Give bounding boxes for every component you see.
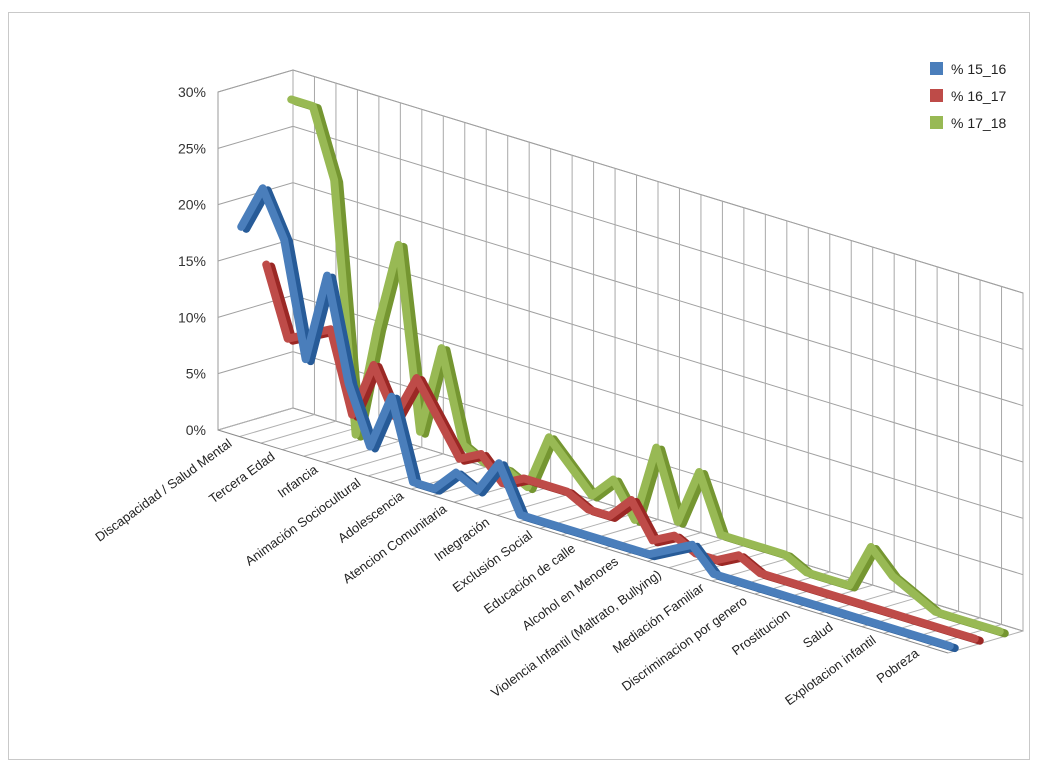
- y-tick-label: 20%: [178, 197, 206, 213]
- legend-label: % 15_16: [951, 61, 1006, 77]
- chart-frame: [8, 12, 1030, 760]
- floor-line: [282, 427, 358, 451]
- y-tick-label: 5%: [186, 366, 206, 382]
- y-tick-label: 25%: [178, 140, 206, 156]
- chart-legend: % 15_16 % 16_17 % 17_18: [930, 61, 1006, 131]
- y-tick-label: 15%: [178, 253, 206, 269]
- legend-swatch: [930, 89, 943, 102]
- legend-label: % 17_18: [951, 115, 1006, 131]
- floor-line: [496, 492, 573, 516]
- floor-line: [325, 440, 401, 464]
- x-axis-line: [217, 429, 949, 654]
- series-line: [262, 260, 979, 643]
- floor-line: [389, 459, 465, 483]
- y-tick-label: 0%: [186, 422, 206, 438]
- x-tick-label: Infancia: [275, 461, 321, 500]
- legend-label: % 16_17: [951, 88, 1006, 104]
- legend-swatch: [930, 116, 943, 129]
- y-tick-label: 10%: [178, 309, 206, 325]
- x-tick-label: Pobreza: [874, 645, 923, 686]
- legend-swatch: [930, 62, 943, 75]
- x-tick-label: Animación Sociocultural: [242, 475, 363, 569]
- series-line: [237, 184, 954, 651]
- x-tick-label: Prostitucion: [729, 606, 793, 658]
- y-tick-label: 30%: [178, 84, 206, 100]
- x-tick-label: Salud: [800, 619, 836, 651]
- chart-series: [237, 95, 1009, 653]
- floor-line: [947, 630, 1024, 654]
- floor-line: [217, 407, 294, 431]
- chart-gridlines: [217, 69, 1024, 632]
- series-line: [287, 95, 1004, 636]
- x-tick-label: Atencion Comunitaria: [340, 501, 450, 587]
- floor-line: [260, 420, 337, 444]
- y-axis-ticks: 0% 5% 10% 15% 20% 25% 30%: [178, 84, 206, 438]
- x-tick-label: Explotacion infantil: [782, 632, 879, 708]
- x-tick-label: Integración: [431, 514, 492, 564]
- floor-line: [239, 414, 315, 438]
